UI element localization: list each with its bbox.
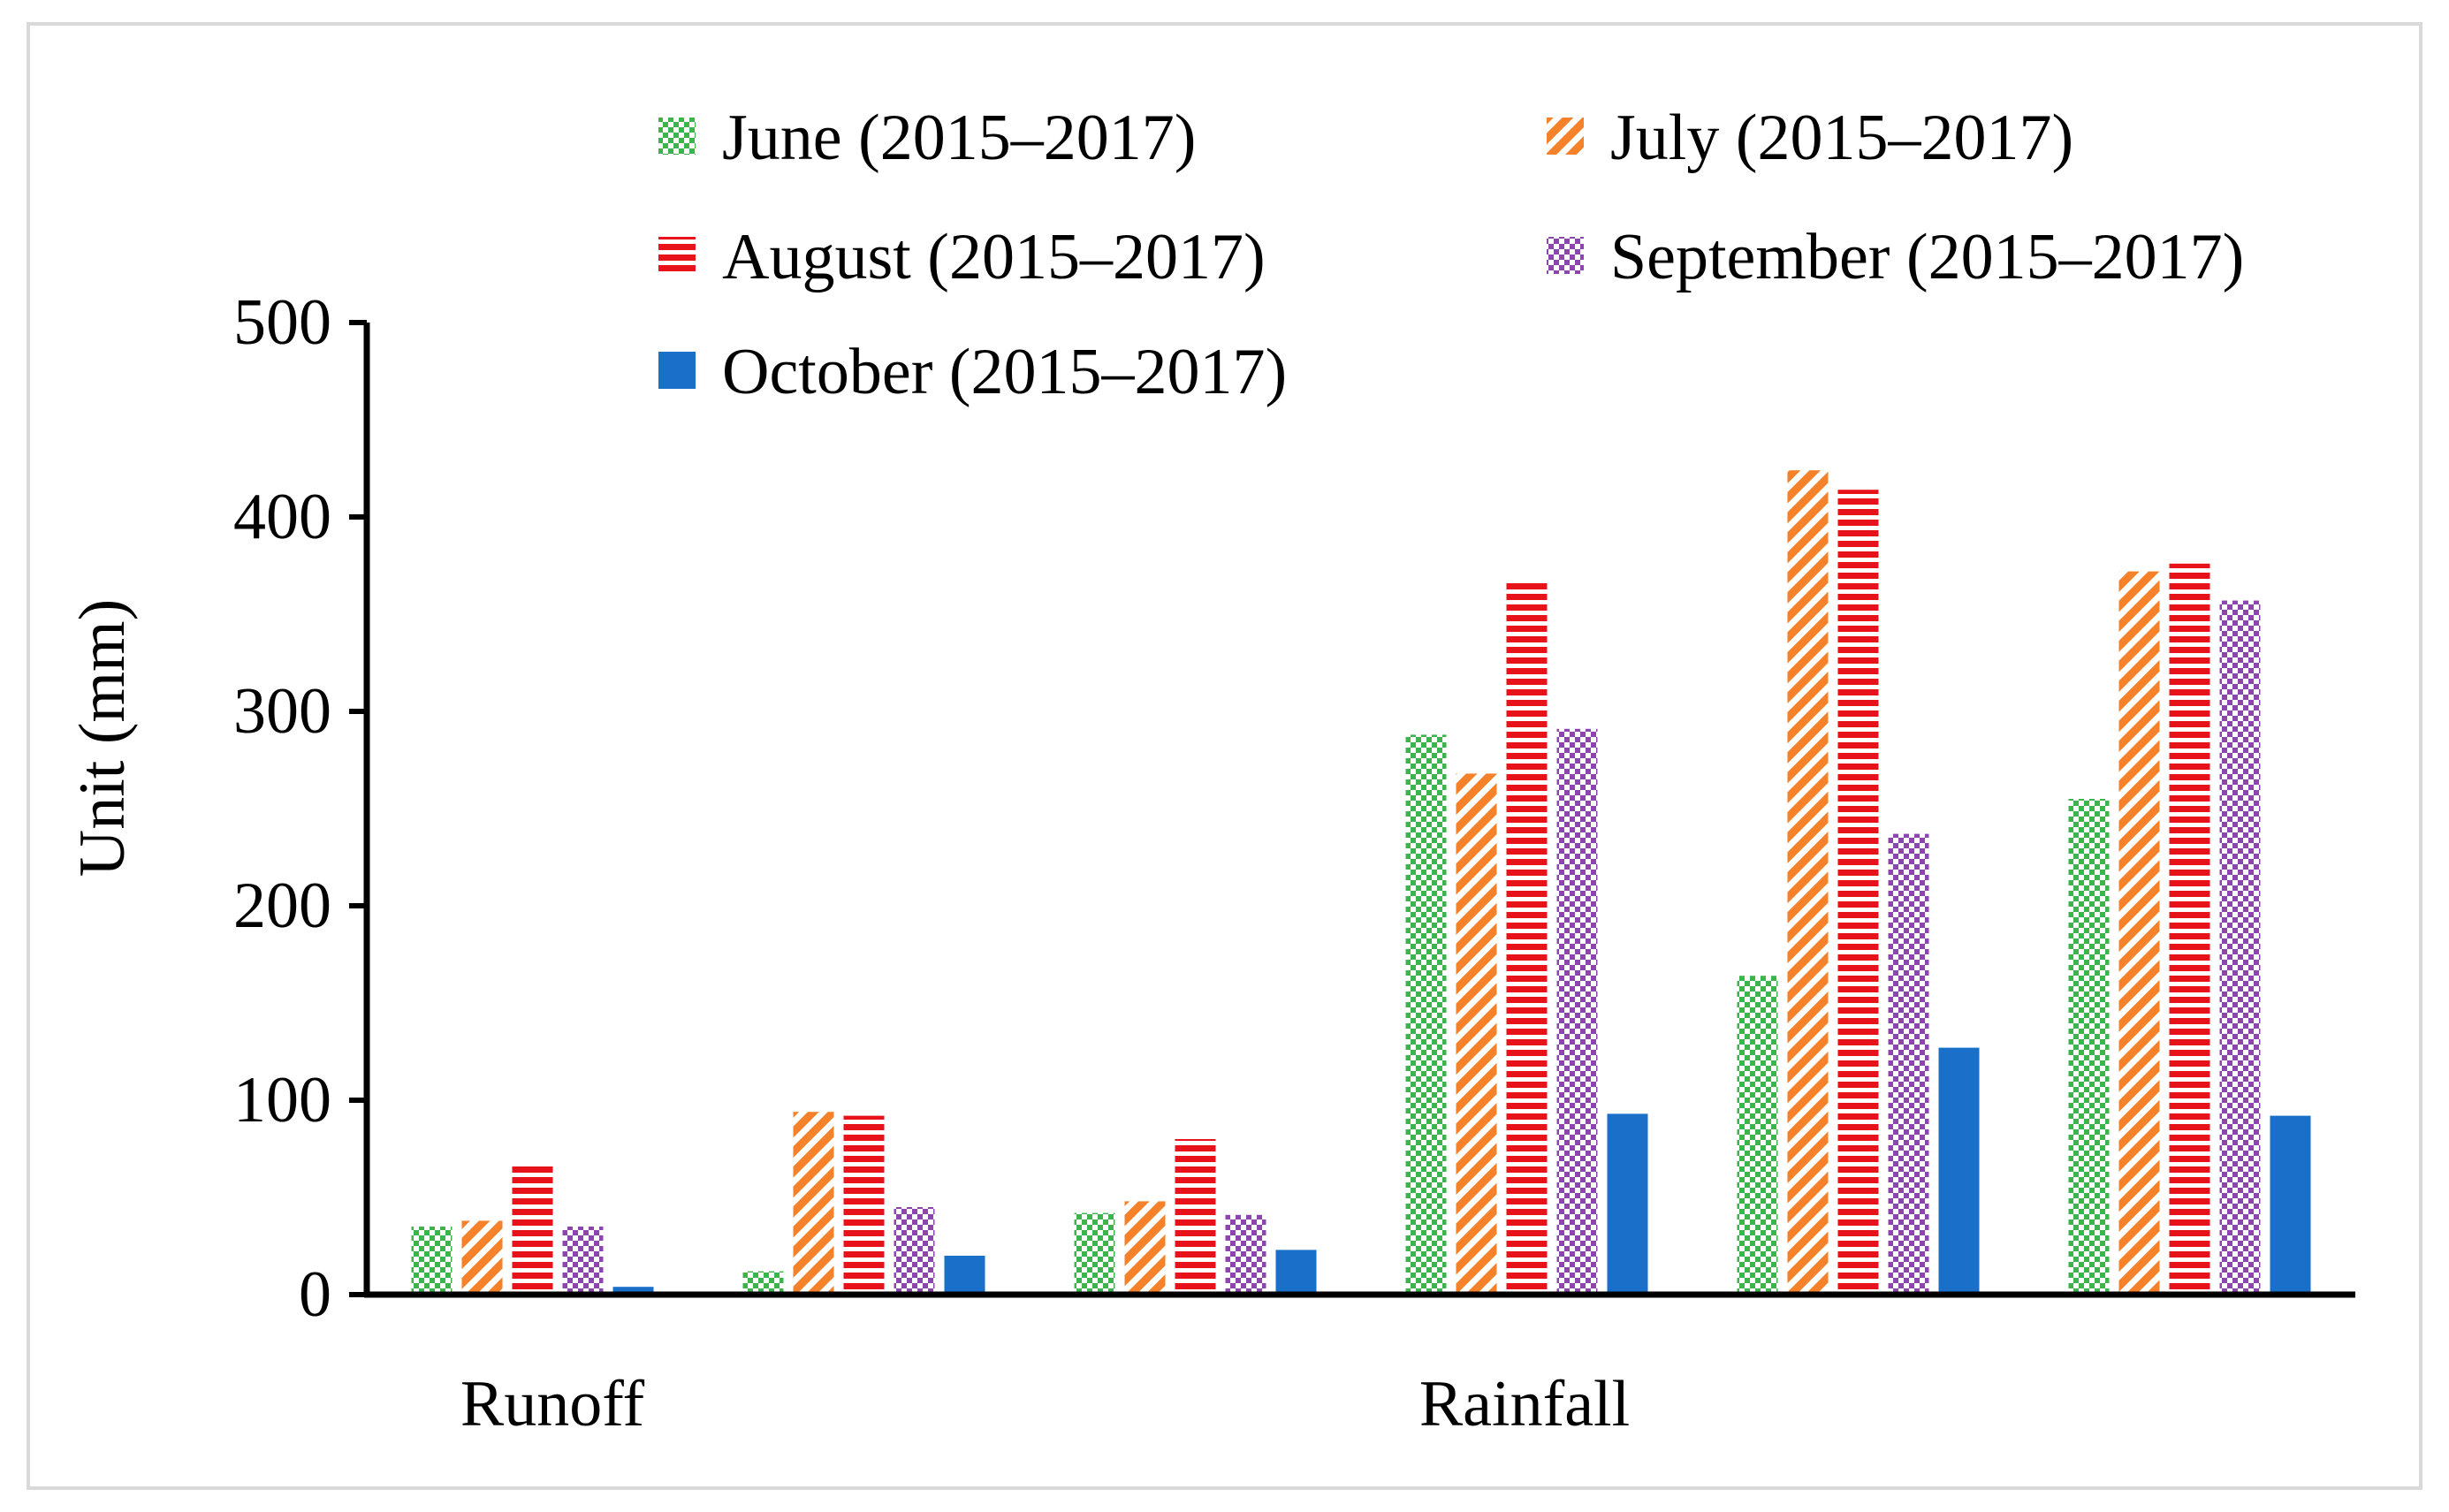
bar-2-series-5 (944, 1256, 985, 1295)
bar-1-series-3 (512, 1166, 553, 1295)
legend-swatch-2 (1547, 118, 1584, 155)
bar-2-series-1 (742, 1271, 784, 1295)
bar-4-series-1 (1405, 734, 1447, 1295)
bar-1-series-2 (461, 1220, 503, 1295)
bars (411, 470, 2311, 1295)
y-tick-label-4: 400 (233, 481, 331, 553)
legend-swatch-4 (1547, 237, 1584, 274)
bar-6-series-3 (2169, 563, 2210, 1295)
y-tick-label-3: 300 (233, 675, 331, 748)
bar-3-series-1 (1074, 1212, 1115, 1295)
bar-1-series-4 (562, 1227, 604, 1295)
legend-swatch-5 (658, 352, 696, 389)
bar-4-series-5 (1607, 1113, 1648, 1295)
bar-1-series-5 (612, 1287, 654, 1295)
bar-2-series-4 (894, 1207, 935, 1295)
bar-4-series-4 (1556, 728, 1598, 1295)
legend-label-2: July (2015–2017) (1610, 102, 2073, 174)
legend: June (2015–2017) July (2015–2017) August (… (658, 102, 2244, 408)
bar-4-series-3 (1506, 579, 1548, 1295)
bar-3-series-4 (1225, 1214, 1266, 1295)
bar-2-series-3 (843, 1115, 885, 1295)
axes: 0 100 200 300 400 500 (233, 286, 2355, 1331)
bar-3-series-5 (1275, 1250, 1317, 1295)
legend-label-5: October (2015–2017) (722, 336, 1287, 408)
bar-6-series-2 (2118, 571, 2160, 1295)
bar-6-series-1 (2068, 799, 2110, 1295)
y-tick-label-1: 100 (233, 1064, 331, 1136)
bar-5-series-4 (1888, 833, 1929, 1295)
bar-2-series-2 (793, 1112, 834, 1295)
y-axis-title: Unit (mm) (66, 599, 139, 877)
bar-6-series-5 (2270, 1115, 2311, 1295)
bar-6-series-4 (2219, 600, 2261, 1295)
legend-label-4: September (2015–2017) (1610, 221, 2244, 293)
bar-5-series-1 (1737, 976, 1778, 1295)
bar-3-series-3 (1175, 1139, 1216, 1295)
group-label-runoff: Runoff (460, 1368, 645, 1440)
bar-5-series-5 (1938, 1047, 1980, 1295)
legend-label-3: August (2015–2017) (722, 221, 1266, 293)
bar-1-series-1 (411, 1227, 453, 1295)
bar-5-series-3 (1837, 490, 1879, 1295)
legend-swatch-1 (658, 118, 696, 155)
y-tick-label-2: 200 (233, 870, 331, 942)
bar-4-series-2 (1456, 773, 1497, 1295)
y-tick-label-0: 0 (299, 1258, 331, 1331)
bar-5-series-2 (1787, 470, 1829, 1295)
group-label-rainfall: Rainfall (1419, 1368, 1630, 1440)
legend-swatch-3 (658, 237, 696, 274)
bar-3-series-2 (1124, 1201, 1166, 1295)
legend-label-1: June (2015–2017) (722, 102, 1196, 174)
y-tick-label-5: 500 (233, 286, 331, 359)
